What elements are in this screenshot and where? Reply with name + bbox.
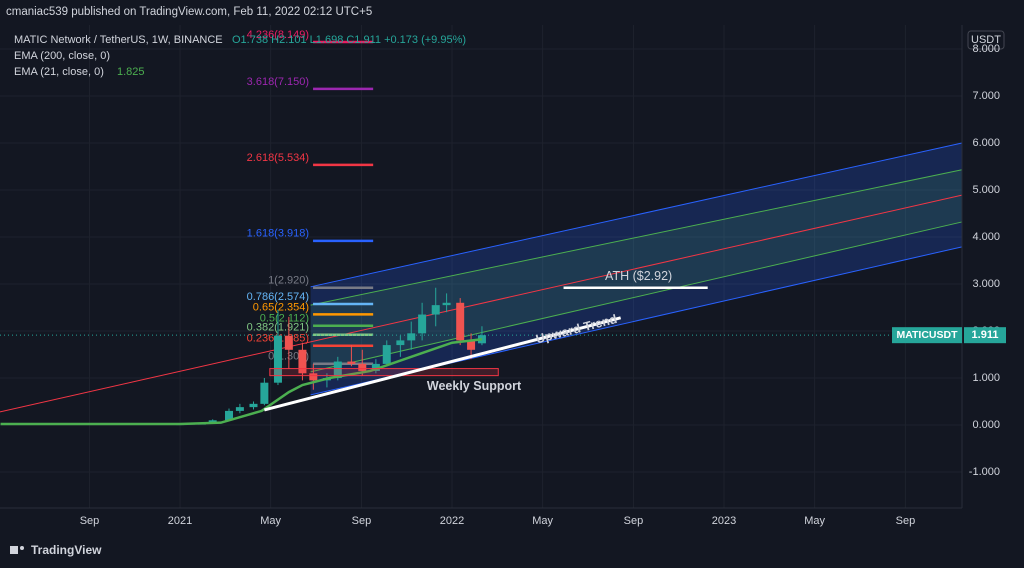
- indicator: EMA (21, close, 0): [14, 66, 104, 78]
- y-tick-label: -1.000: [969, 466, 1000, 478]
- annotation: ATH ($2.92): [605, 269, 672, 283]
- currency: USDT: [971, 34, 1001, 46]
- trend-line: [263, 316, 622, 412]
- y-tick-label: 1.000: [972, 372, 1000, 384]
- x-tick-label: 2021: [168, 515, 192, 527]
- channel-line: [310, 221, 963, 373]
- candle-body: [358, 363, 367, 371]
- candle-body: [382, 345, 391, 364]
- fib-label: 3.618(7.150): [247, 76, 309, 88]
- candle-body: [407, 333, 416, 341]
- candle-body: [273, 335, 282, 383]
- price-tag-name: MATICUSDT: [896, 329, 958, 341]
- candle-body: [418, 314, 427, 334]
- candle-body: [371, 363, 380, 371]
- x-tick-label: May: [532, 515, 553, 527]
- indicator: EMA (200, close, 0): [14, 50, 110, 62]
- candle-body: [260, 382, 269, 404]
- fib-label: 2.618(5.534): [247, 152, 309, 164]
- candle-body: [396, 340, 405, 346]
- channel-fill: [310, 169, 962, 372]
- y-tick-label: 5.000: [972, 184, 1000, 196]
- y-tick-label: 4.000: [972, 231, 1000, 243]
- candle-body: [235, 407, 244, 411]
- channel-line: [0, 194, 963, 413]
- fib-label: 0.5(2.112): [260, 313, 309, 325]
- x-tick-label: Sep: [624, 515, 644, 527]
- candle-body: [284, 335, 293, 350]
- footer: TradingView: [31, 543, 102, 557]
- candle-body: [225, 410, 234, 421]
- x-tick-label: Sep: [80, 515, 100, 527]
- y-tick-label: 6.000: [972, 137, 1000, 149]
- fib-label: 0.786(2.574): [247, 291, 309, 303]
- price-tag-value: 1.911: [972, 329, 999, 341]
- fib-label: 1.618(3.918): [247, 228, 309, 240]
- plot-area: 4.236(8.149) 3.618(7.150) 2.618(5.534) 1.61…: [0, 25, 963, 508]
- candle-body: [456, 302, 465, 341]
- logo-mark: [10, 546, 18, 554]
- candle-body: [309, 373, 318, 381]
- y-tick-label: 0.000: [972, 419, 1000, 431]
- y-tick-label: 7.000: [972, 90, 1000, 102]
- annotation: Weekly Support: [427, 379, 522, 393]
- indicator-value: 1.825: [117, 66, 145, 78]
- y-tick-label: 3.000: [972, 278, 1000, 290]
- price-tag: [964, 327, 1006, 344]
- price-tag: [892, 327, 962, 344]
- published: cmaniac539 published on TradingView.com,…: [6, 6, 372, 18]
- fib-label: 1(2.920): [268, 275, 309, 287]
- x-tick-label: May: [804, 515, 825, 527]
- x-tick-label: 2022: [440, 515, 464, 527]
- candle-body: [298, 349, 307, 374]
- candle-body: [333, 361, 342, 378]
- ohlc: O1.738 H2.101 L1.698 C1.911 +0.173 (+9.9…: [232, 34, 466, 46]
- channel-line: [310, 169, 963, 306]
- logo: TradingView: [10, 543, 102, 557]
- x-tick-label: Sep: [352, 515, 372, 527]
- support-zone: [269, 368, 499, 377]
- x-tick-label: Sep: [896, 515, 916, 527]
- ema-line: [0, 337, 483, 426]
- channel-line: [310, 142, 963, 288]
- fib-label: 4.236(8.149): [247, 29, 309, 41]
- candle-body: [347, 361, 356, 364]
- x-tick-label: May: [260, 515, 281, 527]
- candle-body: [467, 340, 476, 350]
- logo-mark: [20, 546, 24, 550]
- x-tick-label: 2023: [712, 515, 736, 527]
- y-tick-label: 8.000: [972, 43, 1000, 55]
- fib-label: 0.65(2.354): [253, 301, 309, 313]
- candle-body: [431, 305, 440, 315]
- chart-title: MATIC Network / TetherUS, 1W, BINANCE: [14, 34, 223, 46]
- candle-body: [249, 403, 258, 408]
- currency-box[interactable]: [967, 30, 1005, 50]
- candle-body: [442, 302, 451, 306]
